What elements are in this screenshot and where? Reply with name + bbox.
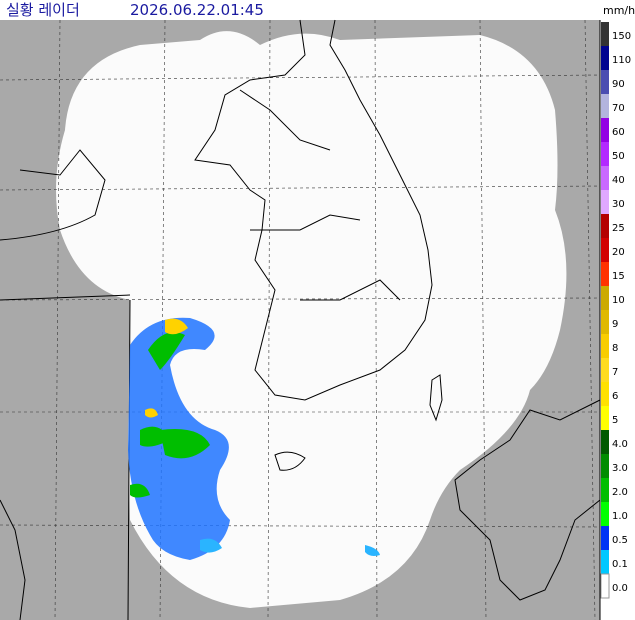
- legend-swatch: [601, 478, 609, 502]
- legend-label: 5: [612, 415, 618, 426]
- header-bar: [0, 0, 635, 20]
- legend-label: 9: [612, 319, 618, 330]
- legend-swatch: [601, 550, 609, 574]
- legend-label: 0.0: [612, 583, 628, 594]
- legend-label: 4.0: [612, 439, 628, 450]
- legend-swatch: [601, 118, 609, 142]
- legend-label: 40: [612, 175, 625, 186]
- legend-label: 15: [612, 271, 625, 282]
- legend-label: 110: [612, 55, 631, 66]
- legend-label: 0.1: [612, 559, 628, 570]
- legend-label: 7: [612, 367, 618, 378]
- unit: mm/h: [603, 4, 635, 17]
- legend-swatch: [600, 573, 610, 599]
- legend-label: 2.0: [612, 487, 628, 498]
- legend-swatch: [601, 358, 609, 382]
- legend-label: 10: [612, 295, 625, 306]
- legend-label: 25: [612, 223, 625, 234]
- title: 실황 레이더: [6, 1, 80, 19]
- legend-swatch: [601, 142, 609, 166]
- legend-swatch: [601, 382, 609, 406]
- legend-swatch: [601, 310, 609, 334]
- legend-swatch: [601, 94, 609, 118]
- legend-swatch: [601, 22, 609, 46]
- legend-swatch: [601, 430, 609, 454]
- legend-swatch: [601, 214, 609, 238]
- legend-swatch: [601, 286, 609, 310]
- legend-swatch: [601, 238, 609, 262]
- legend-label: 8: [612, 343, 618, 354]
- legend-label: 1.0: [612, 511, 628, 522]
- legend-label: 70: [612, 103, 625, 114]
- legend-label: 3.0: [612, 463, 628, 474]
- legend-label: 50: [612, 151, 625, 162]
- grid: [0, 19, 601, 620]
- legend-swatch: [601, 406, 609, 430]
- legend-swatch: [601, 454, 609, 478]
- legend-swatch: [601, 166, 609, 190]
- legend-label: 6: [612, 391, 618, 402]
- legend-label: 60: [612, 127, 625, 138]
- legend: 150 110 90 70 60 50 40 30 25 20 15 10 9 8 7 6 5 4.0 3.0 2.0…: [600, 22, 631, 599]
- legend-swatch: [601, 262, 609, 286]
- timestamp: 2026.06.22.01:45: [130, 1, 264, 19]
- legend-label: 30: [612, 199, 625, 210]
- legend-swatch: [601, 190, 609, 214]
- legend-label: 20: [612, 247, 625, 258]
- legend-swatch: [601, 526, 609, 550]
- legend-label: 0.5: [612, 535, 628, 546]
- legend-label: 90: [612, 79, 625, 90]
- map: [0, 19, 601, 620]
- legend-swatch: [601, 334, 609, 358]
- legend-label: 150: [612, 31, 631, 42]
- legend-swatch: [601, 46, 609, 70]
- legend-swatch: [601, 502, 609, 526]
- legend-swatch: [601, 70, 609, 94]
- echoes: [128, 317, 380, 560]
